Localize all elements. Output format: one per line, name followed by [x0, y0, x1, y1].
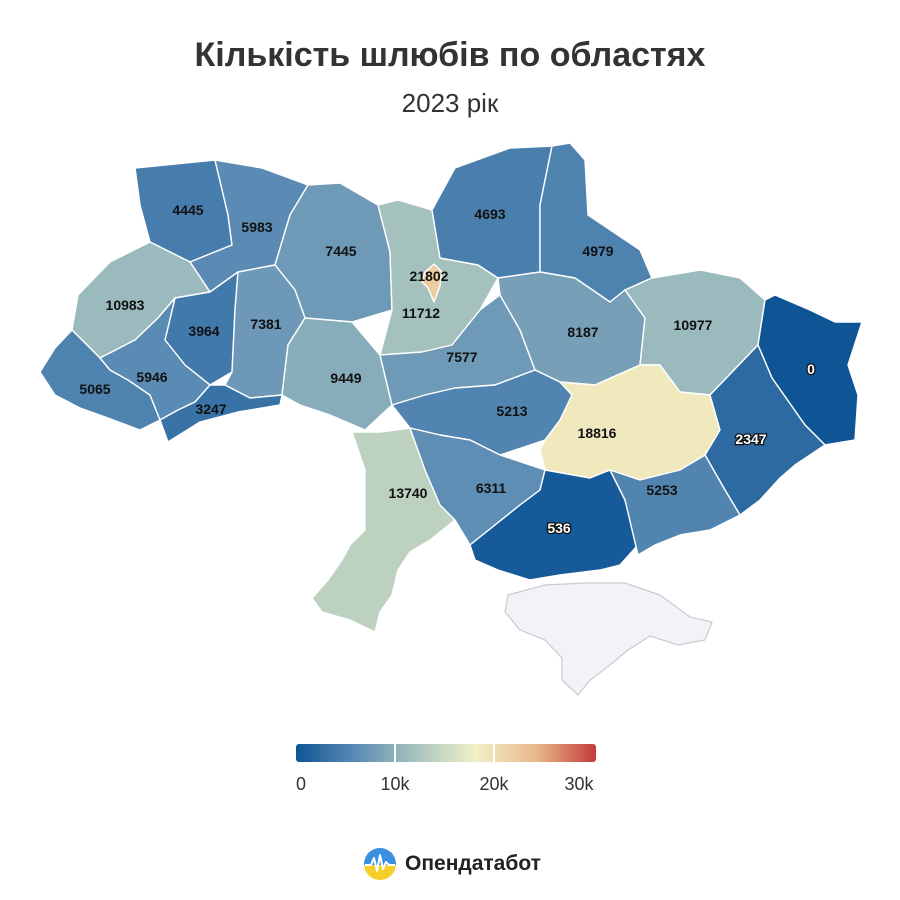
- label-mykolaiv: 6311: [476, 480, 507, 496]
- opendatabot-logo-icon: [364, 848, 396, 880]
- legend-label-10k: 10k: [380, 774, 410, 794]
- label-donetsk: 2347: [735, 431, 766, 447]
- label-chernivtsi: 3247: [195, 401, 226, 417]
- label-volyn: 4445: [172, 202, 203, 218]
- label-zaporizhzhia: 5253: [646, 482, 677, 498]
- label-poltava: 8187: [567, 324, 598, 340]
- legend-label-20k: 20k: [479, 774, 509, 794]
- region-chernivtsi[interactable]: [159, 384, 283, 443]
- label-kirovohrad: 5213: [496, 403, 527, 419]
- label-kherson: 536: [547, 520, 571, 536]
- label-kyiv-city: 21802: [410, 268, 449, 284]
- label-kharkiv: 10977: [674, 317, 713, 333]
- label-khmelnytskyi: 7381: [250, 316, 281, 332]
- legend-tick-mark: [493, 744, 495, 762]
- label-dnipropetrovsk: 18816: [578, 425, 617, 441]
- region-vinnytsia[interactable]: [281, 317, 393, 431]
- label-luhansk: 0: [807, 361, 815, 377]
- label-lviv: 10983: [106, 297, 145, 313]
- label-zakarpattia: 5065: [79, 381, 110, 397]
- region-kyiv-city[interactable]: [421, 263, 443, 303]
- brand-footer[interactable]: Опендатабот: [363, 846, 541, 882]
- region-zaporizhzhia[interactable]: [609, 454, 741, 556]
- label-rivne: 5983: [241, 219, 272, 235]
- label-kyiv-oblast: 11712: [402, 305, 440, 321]
- crimea-region: [504, 582, 713, 696]
- page-subtitle: 2023 рік: [401, 88, 499, 118]
- label-cherkasy: 7577: [446, 349, 477, 365]
- label-ivano-frankivsk: 5946: [136, 369, 167, 385]
- legend-color-bar: [296, 744, 596, 762]
- legend-tick-mark: [394, 744, 396, 762]
- page-title: Кількість шлюбів по областях: [194, 36, 706, 74]
- label-ternopil: 3964: [188, 323, 219, 339]
- label-chernihiv: 4693: [474, 206, 505, 222]
- label-odesa: 13740: [389, 485, 428, 501]
- legend-label-30k: 30k: [564, 774, 594, 794]
- label-zhytomyr: 7445: [325, 243, 356, 259]
- legend-label-0: 0: [295, 774, 307, 794]
- label-sumy: 4979: [582, 243, 613, 259]
- label-vinnytsia: 9449: [330, 370, 361, 386]
- brand-name: Опендатабот: [405, 852, 541, 875]
